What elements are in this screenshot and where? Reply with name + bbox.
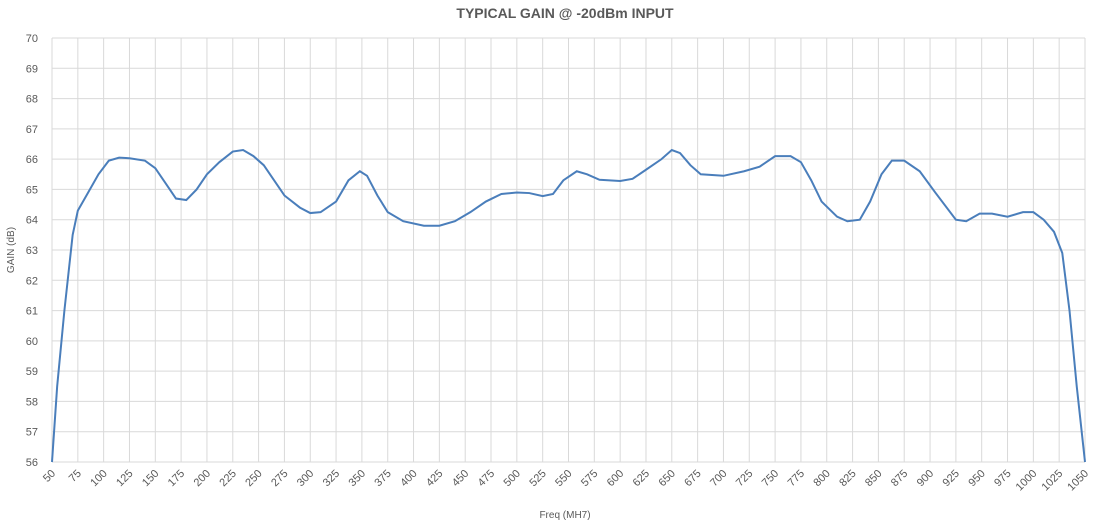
y-tick-label: 67 [26, 124, 38, 136]
x-tick-label: 950 [966, 468, 987, 489]
x-tick-label: 250 [243, 468, 264, 489]
x-tick-label: 725 [734, 468, 755, 489]
y-tick-label: 64 [26, 215, 38, 227]
x-tick-label: 800 [811, 468, 832, 489]
x-tick-label: 1000 [1014, 468, 1040, 494]
x-tick-label: 300 [295, 468, 316, 489]
y-tick-label: 58 [26, 396, 38, 408]
x-tick-label: 900 [915, 468, 936, 489]
y-tick-label: 59 [26, 366, 38, 378]
y-tick-label: 63 [26, 245, 38, 257]
y-tick-label: 70 [26, 33, 38, 45]
x-tick-label: 650 [656, 468, 677, 489]
x-axis-label: Freq (MH7) [539, 510, 590, 521]
y-tick-label: 56 [26, 457, 38, 469]
x-tick-label: 550 [553, 468, 574, 489]
y-tick-label: 68 [26, 94, 38, 106]
x-tick-label: 325 [321, 468, 342, 489]
x-tick-label: 450 [450, 468, 471, 489]
y-axis-label: GAIN (dB) [6, 227, 17, 273]
x-tick-label: 875 [889, 468, 910, 489]
y-tick-label: 57 [26, 427, 38, 439]
x-tick-label: 825 [837, 468, 858, 489]
x-tick-label: 400 [398, 468, 419, 489]
x-tick-label: 1025 [1039, 468, 1065, 494]
x-tick-label: 850 [863, 468, 884, 489]
x-tick-label: 200 [192, 468, 213, 489]
x-tick-label: 175 [166, 468, 187, 489]
x-tick-label: 700 [708, 468, 729, 489]
x-tick-label: 350 [347, 468, 368, 489]
x-tick-label: 50 [41, 468, 58, 485]
x-tick-label: 1050 [1065, 468, 1091, 494]
x-tick-label: 100 [88, 468, 109, 489]
x-tick-label: 750 [760, 468, 781, 489]
y-tick-label: 69 [26, 63, 38, 75]
x-tick-label: 125 [114, 468, 135, 489]
x-tick-label: 975 [992, 468, 1013, 489]
y-tick-label: 62 [26, 275, 38, 287]
x-tick-label: 425 [424, 468, 445, 489]
x-tick-label: 575 [579, 468, 600, 489]
chart-title: TYPICAL GAIN @ -20dBm INPUT [456, 5, 674, 21]
x-tick-label: 500 [502, 468, 523, 489]
x-tick-label: 525 [527, 468, 548, 489]
x-tick-label: 375 [372, 468, 393, 489]
data-line [51, 148, 1086, 463]
x-tick-label: 475 [476, 468, 497, 489]
x-tick-label: 75 [67, 468, 84, 485]
x-tick-label: 775 [786, 468, 807, 489]
y-tick-label: 60 [26, 336, 38, 348]
x-tick-label: 150 [140, 468, 161, 489]
x-tick-label: 925 [941, 468, 962, 489]
y-tick-label: 65 [26, 184, 38, 196]
x-tick-label: 600 [605, 468, 626, 489]
x-tick-label: 225 [217, 468, 238, 489]
x-tick-label: 675 [682, 468, 703, 489]
y-tick-label: 66 [26, 154, 38, 166]
x-tick-label: 275 [269, 468, 290, 489]
y-tick-label: 61 [26, 306, 38, 318]
x-tick-label: 625 [631, 468, 652, 489]
